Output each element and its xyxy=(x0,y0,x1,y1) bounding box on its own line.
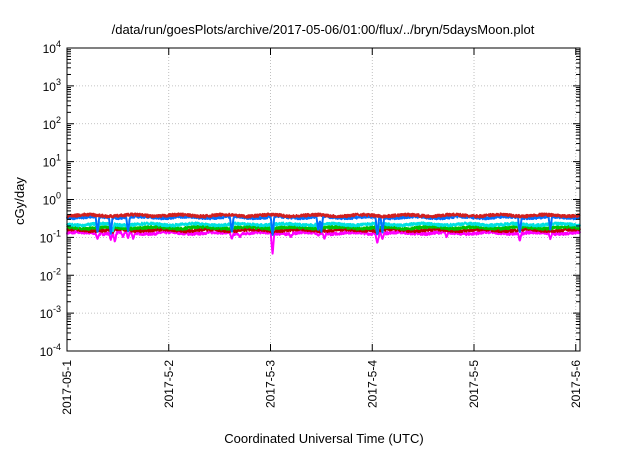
y-tick-label: 103 xyxy=(43,77,61,94)
series-line-6 xyxy=(66,212,581,219)
y-axis-label: cGy/day xyxy=(12,177,27,225)
series-line-5 xyxy=(66,214,581,236)
y-tick-label: 100 xyxy=(43,191,61,208)
y-tick-label: 104 xyxy=(43,39,61,56)
series-line-2 xyxy=(66,227,581,236)
x-tick-label: 2017-5-4 xyxy=(365,360,379,408)
grid xyxy=(67,48,580,351)
series-line-3 xyxy=(66,224,581,233)
x-tick-label: 2017-05-1 xyxy=(60,360,74,415)
x-axis-label: Coordinated Universal Time (UTC) xyxy=(224,431,423,446)
x-tick-label: 2017-5-6 xyxy=(569,360,583,408)
x-tick-label: 2017-5-5 xyxy=(467,360,481,408)
chart-title: /data/run/goesPlots/archive/2017-05-06/0… xyxy=(112,22,535,37)
series-line-4 xyxy=(66,221,581,235)
series-line-1 xyxy=(66,230,581,255)
y-tick-label: 10-1 xyxy=(40,228,61,245)
y-tick-label: 101 xyxy=(43,153,61,170)
y-tick-label: 10-2 xyxy=(40,266,61,283)
series-layer xyxy=(66,212,581,255)
plot-frame xyxy=(66,47,581,352)
x-tick-label: 2017-5-3 xyxy=(264,360,278,408)
y-tick-label: 10-4 xyxy=(40,342,61,359)
x-tick-label: 2017-5-2 xyxy=(162,360,176,408)
y-tick-label: 10-3 xyxy=(40,304,61,321)
y-tick-label: 102 xyxy=(43,115,61,132)
